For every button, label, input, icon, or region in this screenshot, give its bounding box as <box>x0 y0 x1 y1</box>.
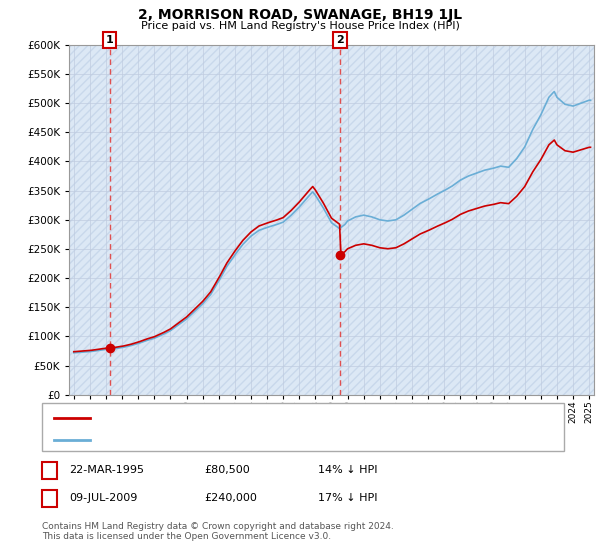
Text: Price paid vs. HM Land Registry's House Price Index (HPI): Price paid vs. HM Land Registry's House … <box>140 21 460 31</box>
Text: HPI: Average price, detached house, Dorset: HPI: Average price, detached house, Dors… <box>96 435 323 445</box>
Text: 17% ↓ HPI: 17% ↓ HPI <box>318 493 377 503</box>
Text: £240,000: £240,000 <box>204 493 257 503</box>
Text: 2: 2 <box>46 493 53 503</box>
Text: 14% ↓ HPI: 14% ↓ HPI <box>318 465 377 475</box>
Text: 2: 2 <box>336 35 344 45</box>
Text: 1: 1 <box>46 465 53 475</box>
Text: Contains HM Land Registry data © Crown copyright and database right 2024.
This d: Contains HM Land Registry data © Crown c… <box>42 522 394 542</box>
Text: 09-JUL-2009: 09-JUL-2009 <box>69 493 137 503</box>
Text: 1: 1 <box>106 35 113 45</box>
Text: 2, MORRISON ROAD, SWANAGE, BH19 1JL: 2, MORRISON ROAD, SWANAGE, BH19 1JL <box>138 8 462 22</box>
Text: £80,500: £80,500 <box>204 465 250 475</box>
Text: 22-MAR-1995: 22-MAR-1995 <box>69 465 144 475</box>
Text: 2, MORRISON ROAD, SWANAGE, BH19 1JL (detached house): 2, MORRISON ROAD, SWANAGE, BH19 1JL (det… <box>96 413 407 423</box>
